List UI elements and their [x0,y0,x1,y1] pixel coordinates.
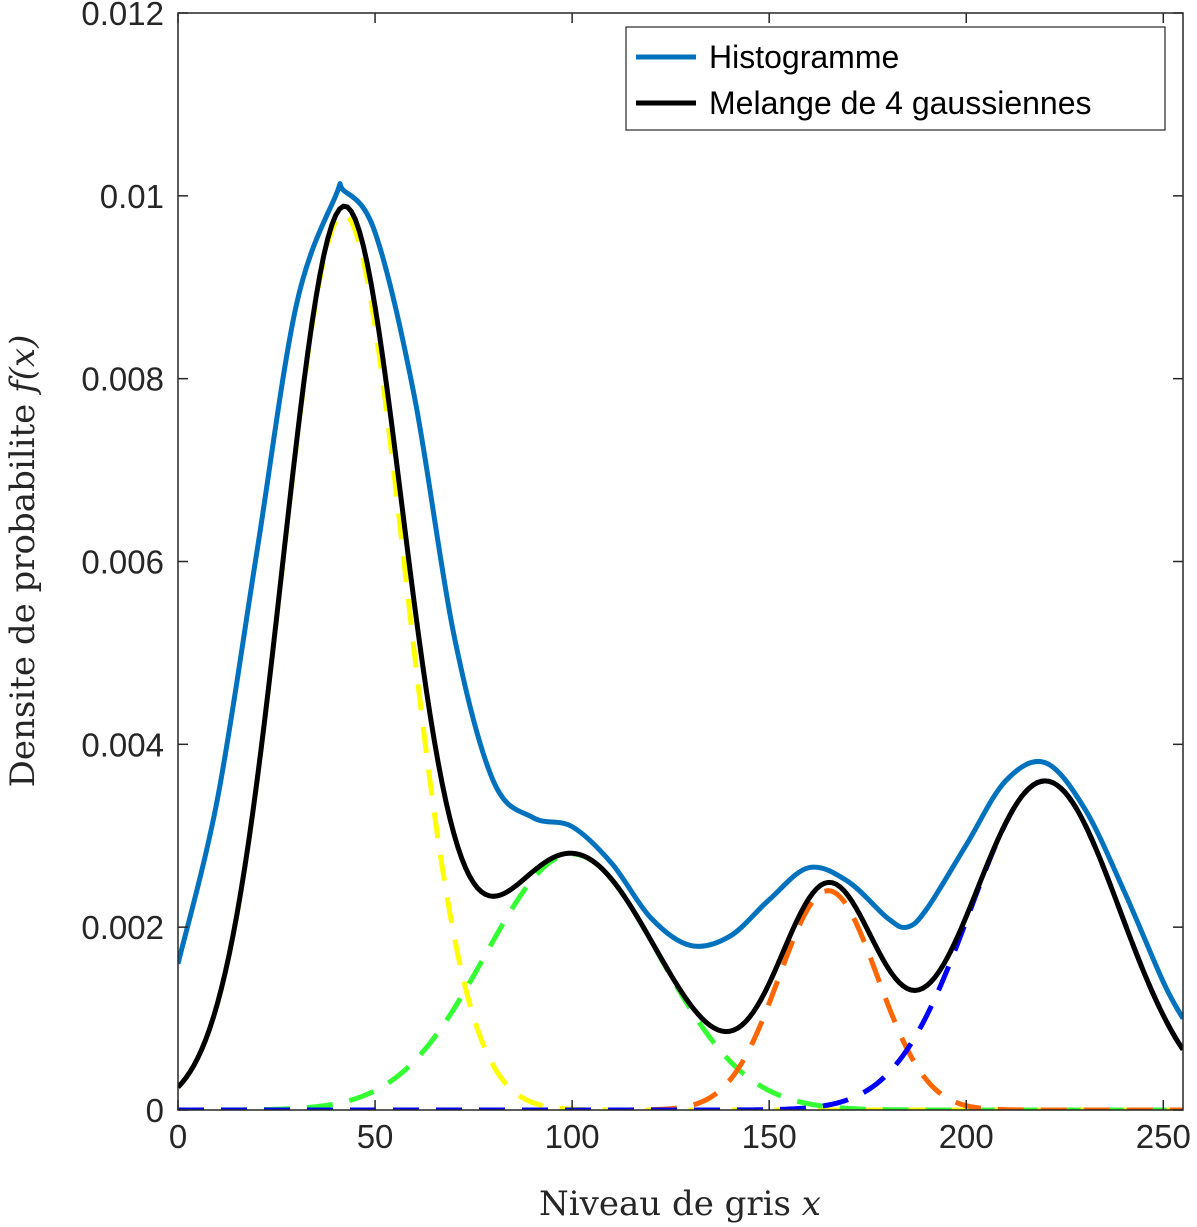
legend-entry-melange: Melange de 4 gaussiennes [709,85,1092,121]
y-tick-label: 0.002 [81,909,164,946]
x-axis-label-math: x [802,1184,821,1224]
legend: Histogramme Melange de 4 gaussiennes [625,26,1166,131]
legend-box [625,26,1166,131]
y-tick-label: 0 [146,1092,164,1129]
y-axis-label: Densite de probabilite f(x) [3,335,43,788]
y-axis-label-text: Densite de probabilite [3,404,43,788]
legend-entry-histogramme: Histogramme [709,39,899,75]
x-tick-label: 250 [1136,1118,1191,1155]
plot-background [178,13,1183,1110]
series-melange [178,203,1183,1089]
plot-frame [177,12,1184,1111]
y-tick-label: 0.008 [81,361,164,398]
y-tick-label: 0.004 [81,726,164,763]
x-axis-label-text: Niveau de gris [539,1184,791,1224]
x-axis-label: Niveau de gris x [539,1184,821,1224]
y-tick-label: 0.006 [81,544,164,581]
x-tick-label: 200 [939,1118,994,1155]
series-histogramme [178,181,1183,1020]
y-axis-label-math: f(x) [3,335,43,396]
x-tick-label: 0 [169,1118,187,1155]
x-tick-label: 150 [742,1118,797,1155]
y-tick-label: 0.012 [81,0,164,32]
y-tick-label: 0.01 [100,178,164,215]
x-tick-label: 100 [545,1118,600,1155]
x-tick-label: 50 [357,1118,394,1155]
